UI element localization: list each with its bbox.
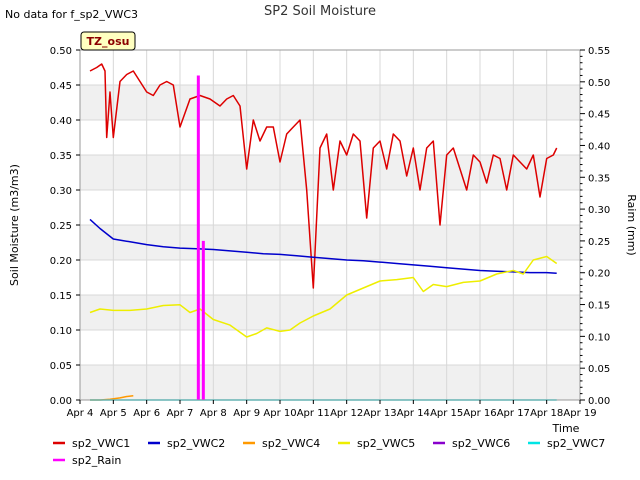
x-tick-label: Apr 7 — [167, 408, 194, 419]
y-tick-label: 0.30 — [50, 186, 72, 197]
legend-item-sp2_VWC6: sp2_VWC6 — [433, 437, 510, 450]
series-line-sp2_VWC2 — [89, 218, 557, 275]
y-tick-label: 0.50 — [50, 46, 72, 57]
plot-band — [80, 50, 580, 85]
plot-band — [80, 120, 580, 155]
legend-item-sp2_VWC5: sp2_VWC5 — [338, 437, 415, 450]
x-axis-label: Time — [552, 422, 580, 435]
legend-label: sp2_VWC5 — [357, 437, 415, 450]
y2-tick-label: 0.40 — [588, 141, 610, 152]
y2-tick-label: 0.20 — [588, 269, 610, 280]
y-tick-label: 0.40 — [50, 116, 72, 127]
legend-item-sp2_VWC7: sp2_VWC7 — [528, 437, 605, 450]
x-tick-label: Apr 11 — [297, 408, 330, 419]
x-tick-label: Apr 14 — [397, 408, 430, 419]
legend-item-sp2_VWC1: sp2_VWC1 — [53, 437, 130, 450]
legend: sp2_VWC1 sp2_VWC2 sp2_VWC4 sp2_VWC5 sp2_VWC6… — [53, 437, 605, 467]
y-tick-label: 0.05 — [50, 361, 72, 372]
y-tick-label: 0.20 — [50, 256, 72, 267]
x-tick-label: Apr 9 — [233, 408, 260, 419]
station-label: TZ_osu — [87, 35, 130, 48]
y2-tick-label: 0.50 — [588, 78, 610, 89]
x-tick-label: Apr 10 — [263, 408, 296, 419]
x-tick-label: Apr 18 — [530, 408, 563, 419]
plot-band — [80, 85, 580, 120]
x-tick-label: Apr 6 — [133, 408, 160, 419]
x-tick-label: Apr 12 — [330, 408, 363, 419]
plot-band — [80, 295, 580, 330]
x-tick-label: Apr 16 — [463, 408, 496, 419]
x-tick-label: Apr 19 — [563, 408, 596, 419]
y-tick-label: 0.25 — [50, 221, 72, 232]
y-tick-label: 0.35 — [50, 151, 72, 162]
y-tick-label: 0.15 — [50, 291, 72, 302]
chart-title: SP2 Soil Moisture — [264, 4, 376, 19]
legend-label: sp2_VWC6 — [452, 437, 510, 450]
x-tick-label: Apr 8 — [200, 408, 227, 419]
y-tick-label: 0.00 — [50, 396, 72, 407]
tick-labels: 0.00 0.05 0.10 0.15 0.20 0.25 0.30 0.35 0.40 0.45… — [50, 46, 611, 419]
plot-bands — [80, 50, 580, 400]
legend-item-sp2_VWC4: sp2_VWC4 — [243, 437, 320, 450]
legend-label: sp2_VWC7 — [547, 437, 605, 450]
plot-band — [80, 260, 580, 295]
plot-band — [80, 330, 580, 365]
no-data-note: No data for f_sp2_VWC3 — [5, 8, 138, 21]
y2-tick-label: 0.00 — [588, 396, 610, 407]
y2-tick-label: 0.35 — [588, 173, 610, 184]
legend-label: sp2_VWC1 — [72, 437, 130, 450]
legend-item-sp2_VWC2: sp2_VWC2 — [148, 437, 225, 450]
x-tick-label: Apr 17 — [497, 408, 530, 419]
series-line-sp2_VWC5 — [89, 255, 558, 338]
y2-tick-label: 0.10 — [588, 332, 610, 343]
y2-tick-label: 0.45 — [588, 110, 610, 121]
y2-tick-label: 0.15 — [588, 301, 610, 312]
legend-label: sp2_VWC2 — [167, 437, 225, 450]
plot-band — [80, 225, 580, 260]
y2-tick-label: 0.25 — [588, 237, 610, 248]
y2-axis-label: Raim (mm) — [625, 194, 638, 255]
y2-tick-label: 0.30 — [588, 205, 610, 216]
x-tick-label: Apr 4 — [67, 408, 94, 419]
y2-tick-label: 0.55 — [588, 46, 610, 57]
legend-label: sp2_Rain — [72, 454, 121, 467]
axes — [76, 49, 585, 404]
y-tick-label: 0.10 — [50, 326, 72, 337]
legend-item-sp2_Rain: sp2_Rain — [53, 454, 121, 467]
y-axis-label: Soil Moisture (m3/m3) — [8, 164, 21, 286]
plot-band — [80, 190, 580, 225]
x-tick-label: Apr 13 — [363, 408, 396, 419]
x-tick-label: Apr 15 — [430, 408, 463, 419]
station-label-box: TZ_osu — [80, 31, 136, 51]
y2-tick-label: 0.05 — [588, 364, 610, 375]
series-line-sp2_VWC1 — [89, 63, 558, 289]
y-tick-label: 0.45 — [50, 81, 72, 92]
x-tick-label: Apr 5 — [100, 408, 127, 419]
plot-band — [80, 365, 580, 400]
legend-label: sp2_VWC4 — [262, 437, 320, 450]
